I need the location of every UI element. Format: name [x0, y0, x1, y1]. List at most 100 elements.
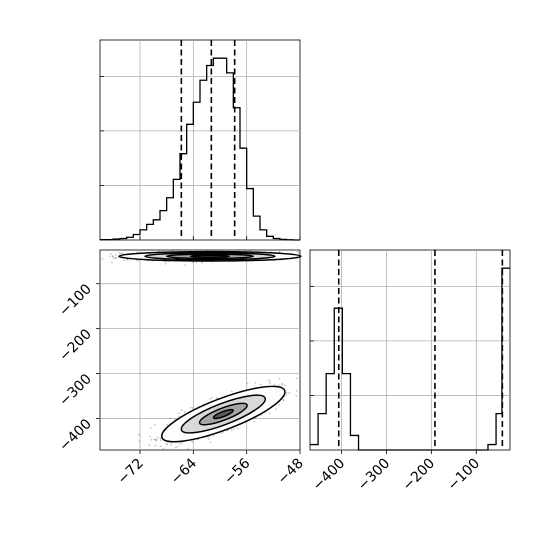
joint-cluster-a-point	[118, 252, 121, 254]
joint-cluster-a-point	[112, 255, 114, 258]
joint-cluster-b-point	[285, 393, 287, 396]
joint-cluster-a-point	[108, 255, 111, 257]
joint-cluster-b-point	[295, 389, 298, 392]
joint-cluster-b-point	[138, 433, 141, 436]
joint-cluster-b-point	[285, 391, 288, 394]
joint-cluster-b-point	[181, 441, 184, 444]
joint-cluster-b-point	[215, 397, 218, 400]
joint-cluster-b-point	[155, 439, 158, 441]
joint-cluster-b-point	[150, 438, 153, 441]
joint-cluster-b-point	[154, 444, 157, 447]
joint-cluster-a-contour-3	[189, 254, 231, 259]
joint-cluster-b-point	[281, 382, 284, 385]
joint-cluster-b-point	[269, 380, 271, 383]
joint-cluster-b-point	[149, 435, 152, 438]
hist-param-1-xtick-label-3: −100	[445, 456, 484, 495]
joint-cluster-b-point	[259, 383, 262, 386]
joint-cluster-b-point	[284, 384, 286, 387]
joint-ytick-label-1: −300	[56, 371, 95, 410]
joint-cluster-a-point	[111, 255, 114, 257]
joint-cluster-b-point	[191, 440, 194, 443]
joint-xtick-label-0: −72	[115, 456, 147, 488]
joint-cluster-b-point	[211, 396, 213, 399]
joint-cluster-b-point	[166, 442, 169, 445]
hist-param-1-xtick-label-0: −400	[310, 456, 349, 495]
joint-cluster-b-point	[162, 447, 165, 450]
joint-cluster-b-point	[246, 382, 249, 385]
joint-cluster-b-point	[268, 382, 271, 385]
joint-cluster-a-point	[297, 251, 300, 254]
joint-cluster-a-point	[114, 257, 117, 260]
joint-cluster-a-point	[137, 260, 139, 262]
joint-cluster-a-point	[115, 256, 118, 259]
hist-param-0-panel	[99, 39, 301, 241]
joint-cluster-a-point	[101, 258, 104, 260]
joint-cluster-b-point	[177, 415, 180, 418]
joint-cluster-b-point	[189, 406, 192, 409]
joint-cluster-b-point	[230, 390, 233, 393]
joint-cluster-b-point	[253, 420, 256, 423]
joint-panel	[99, 249, 302, 451]
joint-cluster-b-point	[208, 436, 210, 438]
joint-cluster-b-point	[155, 439, 158, 442]
joint-cluster-b-contour-3	[212, 408, 234, 420]
joint-cluster-a-point	[184, 264, 187, 267]
joint-cluster-b-point	[174, 446, 177, 449]
joint-cluster-a-point	[136, 251, 139, 253]
joint-cluster-b-point	[278, 377, 281, 380]
joint-cluster-b-point	[183, 411, 186, 414]
joint-xtick-label-2: −56	[221, 455, 253, 487]
hist-param-1-panel	[309, 249, 511, 451]
joint-cluster-a-point	[115, 254, 117, 257]
joint-cluster-b-point	[177, 412, 180, 415]
joint-cluster-a-point	[126, 258, 129, 261]
hist-param-1-frame	[309, 249, 511, 451]
joint-cluster-b-point	[281, 383, 284, 386]
joint-cluster-b-point	[160, 439, 162, 442]
joint-cluster-b-point	[282, 399, 285, 402]
joint-cluster-b-point	[156, 436, 159, 439]
hist-param-1-xtick-label-1: −300	[355, 456, 394, 495]
joint-cluster-b-point	[232, 428, 235, 430]
joint-ytick-label-3: −100	[56, 281, 95, 320]
joint-ytick-label-0: −400	[56, 416, 95, 455]
joint-cluster-a-point	[110, 261, 113, 263]
joint-cluster-a-point	[296, 250, 299, 253]
hist-param-0-frame	[99, 39, 301, 241]
joint-cluster-a-point	[113, 257, 115, 260]
joint-cluster-b-point	[186, 448, 189, 450]
joint-cluster-a-point	[121, 252, 124, 255]
joint-cluster-b-point	[209, 441, 212, 444]
joint-cluster-b-point	[165, 443, 168, 446]
joint-cluster-b-point	[278, 403, 280, 406]
joint-cluster-b-point	[209, 398, 212, 400]
joint-cluster-a-point	[123, 259, 125, 262]
joint-cluster-b-point	[169, 417, 172, 420]
joint-cluster-a-point	[119, 252, 122, 255]
joint-cluster-b-point	[282, 398, 285, 401]
joint-cluster-a-point	[200, 261, 203, 264]
joint-cluster-b-point	[212, 434, 215, 437]
joint-cluster-b-point	[176, 445, 179, 448]
joint-cluster-b-point	[230, 429, 233, 432]
hist-param-0-step	[100, 57, 300, 241]
joint-cluster-a-point	[195, 261, 198, 264]
joint-cluster-b-point	[180, 409, 183, 412]
joint-cluster-a-point	[164, 263, 167, 265]
joint-cluster-b-point	[154, 438, 157, 441]
joint-cluster-b-point	[268, 379, 270, 382]
joint-cluster-b-point	[153, 438, 156, 441]
joint-cluster-b-point	[269, 412, 271, 415]
joint-xtick-label-1: −64	[168, 455, 200, 487]
joint-cluster-b-point	[159, 445, 162, 448]
joint-cluster-b-point	[148, 444, 151, 447]
joint-cluster-b-point	[277, 384, 280, 386]
joint-cluster-a-point	[192, 261, 195, 264]
joint-cluster-b-point	[207, 438, 210, 440]
hist-param-1-step	[310, 267, 510, 451]
joint-cluster-b-point	[159, 437, 162, 439]
joint-cluster-b-point	[236, 427, 239, 430]
joint-cluster-b-point	[191, 407, 194, 409]
joint-cluster-a-point	[109, 253, 112, 255]
